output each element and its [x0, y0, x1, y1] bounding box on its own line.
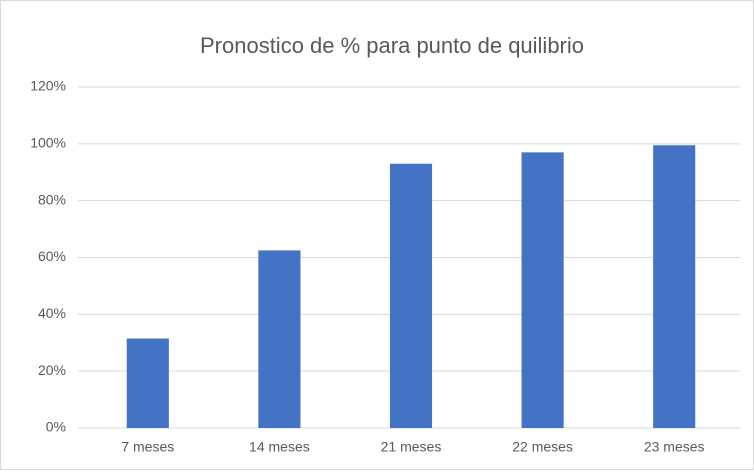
chart-title: Pronostico de % para punto de quilibrio: [200, 33, 584, 58]
bar: [126, 338, 169, 428]
y-tick-label: 80%: [38, 191, 66, 207]
bar: [653, 145, 696, 429]
x-tick-label: 14 meses: [249, 439, 310, 455]
x-tick-label: 7 meses: [121, 439, 174, 455]
y-tick-label: 120%: [30, 78, 66, 94]
bar: [521, 152, 564, 428]
y-tick-label: 60%: [38, 248, 66, 264]
bar: [389, 163, 433, 428]
x-tick-label: 21 meses: [381, 439, 442, 455]
y-tick-label: 20%: [38, 362, 66, 378]
y-tick-label: 40%: [38, 305, 66, 321]
y-tick-label: 100%: [30, 135, 66, 151]
y-tick-label: 0%: [46, 419, 66, 435]
x-tick-label: 23 meses: [644, 439, 705, 455]
x-tick-label: 22 meses: [512, 439, 573, 455]
bar: [258, 250, 301, 428]
